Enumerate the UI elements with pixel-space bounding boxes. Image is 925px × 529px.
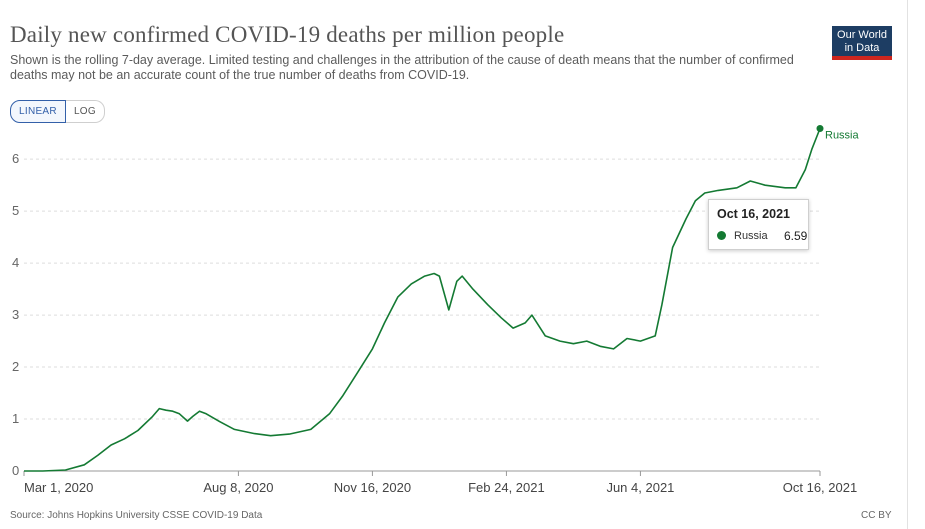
x-tick-label: Feb 24, 2021 xyxy=(468,480,545,495)
y-tick-label: 3 xyxy=(12,307,19,322)
source-text[interactable]: Source: Johns Hopkins University CSSE CO… xyxy=(10,510,263,521)
owid-logo[interactable]: Our World in Data xyxy=(832,26,892,60)
scale-toggle: LINEAR LOG xyxy=(10,100,105,123)
license-text[interactable]: CC BY xyxy=(861,510,892,521)
x-tick-label: Jun 4, 2021 xyxy=(606,480,674,495)
logo-line-2: in Data xyxy=(844,42,880,54)
line-chart[interactable]: 0 1 2 3 4 5 6 Mar 1, 2020 Aug 8, 2020 Nov 16, 202… xyxy=(0,120,907,500)
x-tick-label: Mar 1, 2020 xyxy=(24,480,93,495)
tooltip-series-name: Russia xyxy=(734,230,768,242)
y-tick-label: 0 xyxy=(12,463,19,478)
y-tick-label: 6 xyxy=(12,151,19,166)
hover-tooltip: Oct 16, 2021 Russia 6.59 xyxy=(708,199,809,250)
x-tick-label: Oct 16, 2021 xyxy=(783,480,857,495)
chart-subtitle: Shown is the rolling 7-day average. Limi… xyxy=(10,53,794,82)
series-end-point xyxy=(816,125,824,133)
tooltip-date: Oct 16, 2021 xyxy=(717,207,790,221)
x-tick-label: Aug 8, 2020 xyxy=(203,480,273,495)
y-tick-label: 5 xyxy=(12,203,19,218)
y-tick-label: 2 xyxy=(12,359,19,374)
series-line-russia xyxy=(24,128,821,472)
y-tick-label: 4 xyxy=(12,255,19,270)
series-label: Russia xyxy=(825,130,860,142)
y-tick-label: 1 xyxy=(12,411,19,426)
logo-line-1: Our World xyxy=(837,29,887,41)
tooltip-value: 6.59 xyxy=(784,229,808,243)
x-tick-label: Nov 16, 2020 xyxy=(334,480,411,495)
chart-title: Daily new confirmed COVID-19 deaths per … xyxy=(10,22,565,47)
linear-scale-button[interactable]: LINEAR xyxy=(10,100,66,123)
series-color-dot xyxy=(717,231,726,240)
log-scale-button[interactable]: LOG xyxy=(65,100,105,123)
